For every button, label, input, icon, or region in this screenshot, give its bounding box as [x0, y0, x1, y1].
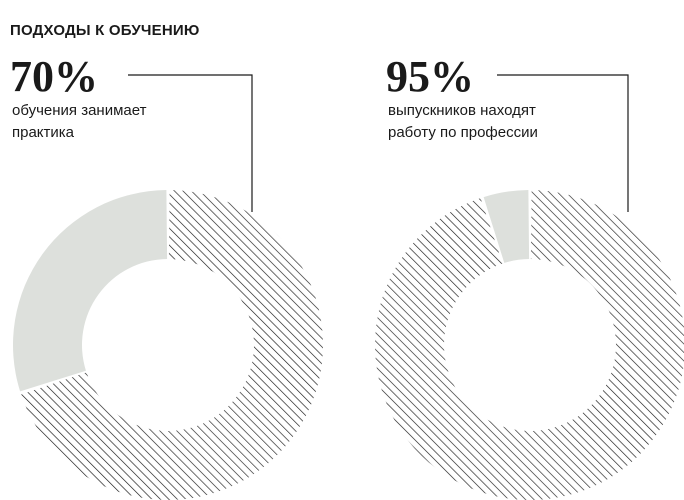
- caption-line: работу по профессии: [388, 124, 538, 141]
- caption-line: обучения занимает: [12, 102, 147, 119]
- donut-slice-1-1: [21, 190, 323, 500]
- stat-practice-percent: 70%: [10, 52, 98, 101]
- chart-heading: ПОДХОДЫ К ОБУЧЕНИЮ: [10, 22, 200, 39]
- stat-employment-caption: выпускников находят работу по профессии: [388, 100, 608, 144]
- caption-line: выпускников находят: [388, 102, 536, 119]
- leader-line-1: [128, 74, 253, 212]
- donut-slice-2-2: [483, 190, 530, 263]
- stat-practice-caption: обучения занимает практика: [12, 100, 232, 144]
- caption-line: практика: [12, 124, 75, 141]
- leader-line-2: [497, 74, 629, 212]
- donut-slice-1-2: [12, 190, 168, 392]
- donut-slice-2-1: [375, 190, 684, 500]
- stat-employment-percent: 95%: [386, 52, 474, 101]
